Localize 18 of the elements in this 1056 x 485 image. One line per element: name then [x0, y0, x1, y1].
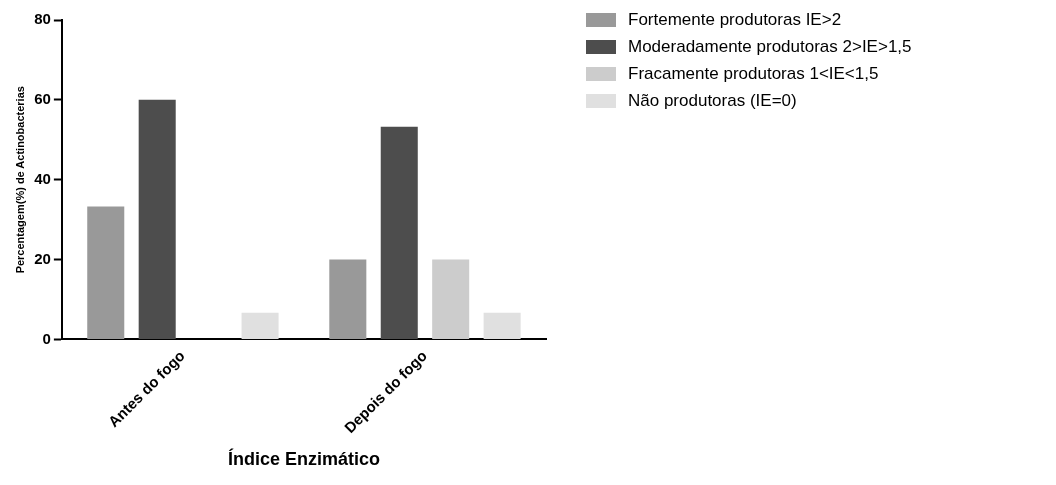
legend-label: Não produtoras (IE=0) [628, 90, 797, 110]
legend-label: Moderadamente produtoras 2>IE>1,5 [628, 36, 912, 56]
x-axis-title: Índice Enzimático [227, 448, 380, 470]
y-tick-label: 0 [42, 329, 51, 347]
bar [432, 259, 470, 339]
y-tick-label: 80 [34, 10, 51, 28]
legend-label: Fortemente produtoras IE>2 [628, 9, 842, 29]
y-tick-label: 20 [34, 249, 51, 267]
bar [241, 312, 279, 339]
y-tick-label: 60 [34, 90, 51, 108]
legend-label: Fracamente produtoras 1<IE<1,5 [628, 63, 879, 83]
bar [87, 206, 125, 339]
y-tick-label: 40 [34, 169, 51, 187]
bar [483, 312, 521, 339]
bar [329, 259, 367, 339]
bar [380, 126, 418, 339]
bar [138, 99, 176, 339]
y-axis-title: Percentagem(%) de Actinobacterias [13, 86, 26, 274]
